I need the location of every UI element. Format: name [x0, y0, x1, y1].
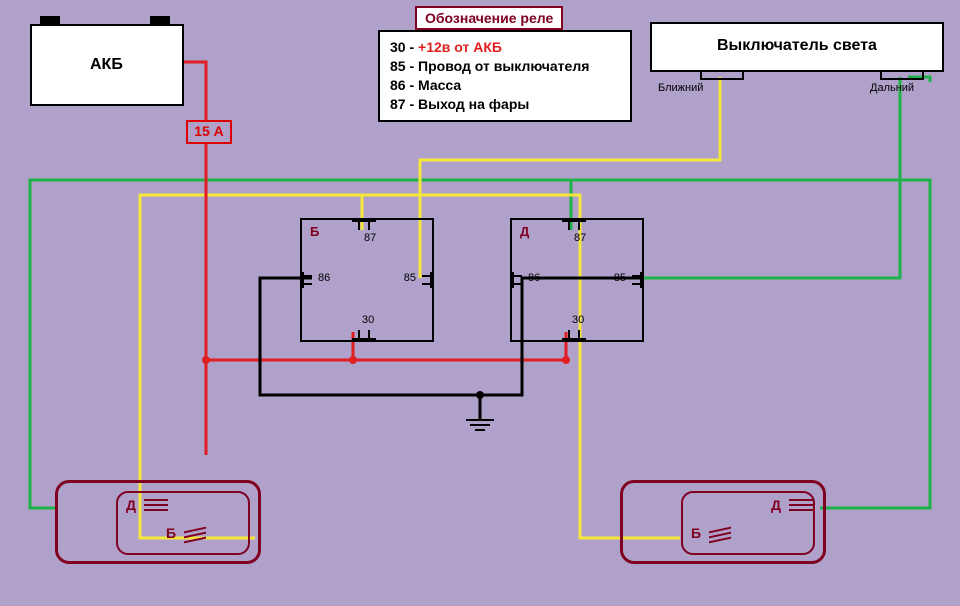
- fuse-box: 15 А: [186, 120, 232, 144]
- relay-d-label: Д: [520, 224, 529, 239]
- legend-title: Обозначение реле: [425, 10, 553, 26]
- pin-85: 85: [614, 272, 626, 284]
- battery-box: АКБ: [30, 24, 184, 106]
- switch-terminal-high: [880, 70, 924, 80]
- pin-87: 87: [364, 232, 376, 244]
- headlight-left: Д Б: [55, 480, 261, 564]
- light-switch-box: Выключатель света: [650, 22, 944, 72]
- switch-terminal-low: [700, 70, 744, 80]
- pin-86: 86: [528, 272, 540, 284]
- legend-box: 30 - +12в от АКБ 85 - Провод от выключат…: [378, 30, 632, 122]
- hl-d-label: Д: [771, 497, 781, 513]
- pin-85: 85: [404, 272, 416, 284]
- light-switch-label: Выключатель света: [717, 37, 877, 55]
- hl-b-label: Б: [691, 525, 701, 541]
- pin-87: 87: [574, 232, 586, 244]
- hl-d-label: Д: [126, 497, 136, 513]
- relay-b-label: Б: [310, 224, 319, 239]
- relay-low-beam: Б 87 86 85 30: [300, 218, 434, 342]
- legend-title-box: Обозначение реле: [415, 6, 563, 30]
- switch-low-label: Ближний: [658, 82, 703, 94]
- hl-b-label: Б: [166, 525, 176, 541]
- legend-line: 86 - Масса: [390, 76, 620, 95]
- battery-label: АКБ: [90, 56, 123, 74]
- legend-line: 87 - Выход на фары: [390, 95, 620, 114]
- relay-high-beam: Д 87 86 85 30: [510, 218, 644, 342]
- legend-line: 85 - Провод от выключателя: [390, 57, 620, 76]
- pin-30: 30: [362, 314, 374, 326]
- pin-86: 86: [318, 272, 330, 284]
- switch-high-label: Дальний: [870, 82, 914, 94]
- headlight-right: Д Б: [620, 480, 826, 564]
- legend-line: 30 - +12в от АКБ: [390, 38, 620, 57]
- pin-30: 30: [572, 314, 584, 326]
- fuse-label: 15 А: [194, 123, 224, 139]
